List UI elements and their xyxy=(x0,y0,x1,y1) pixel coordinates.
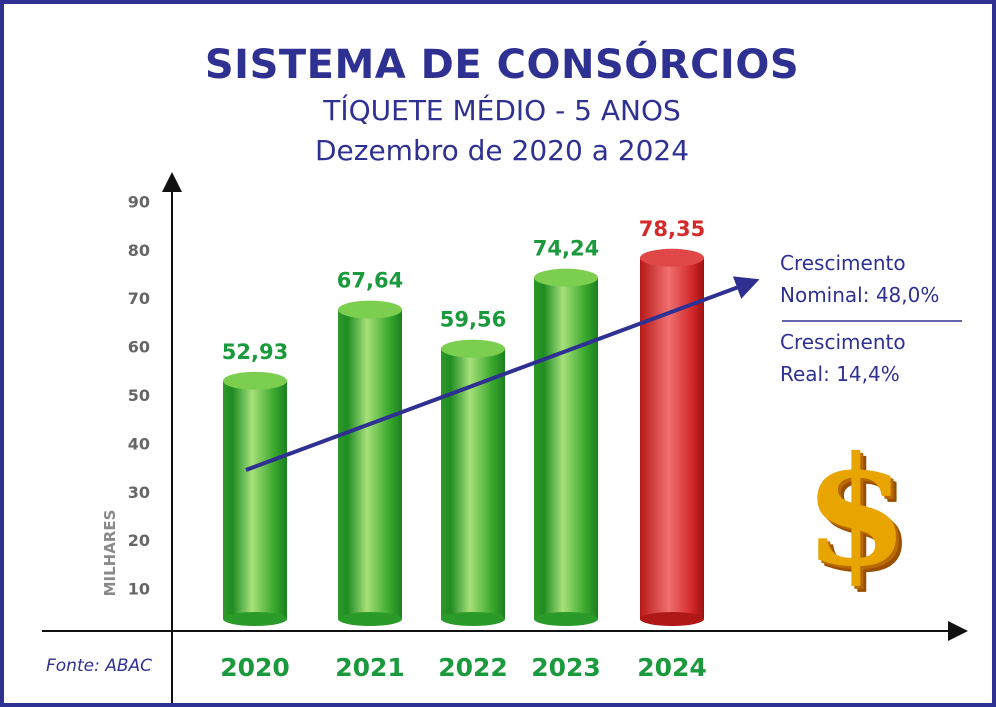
value-label: 52,93 xyxy=(222,340,288,364)
x-tick-label: 2020 xyxy=(220,653,290,682)
bar-bottom xyxy=(640,612,704,626)
y-tick-label: 80 xyxy=(128,241,150,260)
bar-bottom xyxy=(223,612,287,626)
nominal-growth-value: Nominal: 48,0% xyxy=(780,283,940,307)
x-tick-label: 2021 xyxy=(335,653,405,682)
source-note: Fonte: ABAC xyxy=(46,656,153,676)
bar-body xyxy=(534,277,598,619)
bar-bottom xyxy=(534,612,598,626)
real-growth-value: Real: 14,4% xyxy=(780,362,900,386)
bar-bottom xyxy=(441,612,505,626)
real-growth-label: Crescimento xyxy=(780,330,906,354)
y-tick-label: 90 xyxy=(128,192,150,211)
value-label: 67,64 xyxy=(337,269,403,293)
value-label: 78,35 xyxy=(639,217,705,241)
chart-title: SISTEMA DE CONSÓRCIOS xyxy=(204,42,800,88)
y-tick-label: 60 xyxy=(128,338,150,357)
chart-subtitle: TÍQUETE MÉDIO - 5 ANOS xyxy=(323,94,681,127)
y-tick-label: 50 xyxy=(128,386,150,405)
nominal-growth-note: Crescimento Nominal: 48,0% xyxy=(780,247,939,311)
real-growth-note: Crescimento Real: 14,4% xyxy=(780,326,906,390)
y-tick-label: 20 xyxy=(128,531,150,550)
bar-top xyxy=(223,371,287,390)
bar-bottom xyxy=(338,612,402,626)
y-tick-label: 10 xyxy=(128,580,150,599)
bar-top xyxy=(534,268,598,287)
chart-svg: 10 20 30 40 50 60 70 80 90 52,93 2020 67,64 2021 59,… xyxy=(42,172,968,703)
x-tick-label: 2022 xyxy=(438,653,508,682)
dollar-icon: $ xyxy=(804,424,909,600)
bar-body xyxy=(441,348,505,619)
bar-2020 xyxy=(223,371,287,626)
x-tick-label: 2023 xyxy=(531,653,601,682)
y-tick-label: 70 xyxy=(128,289,150,308)
y-axis-label: MILHARES xyxy=(101,509,119,597)
bar-body xyxy=(338,309,402,619)
nominal-growth-label: Crescimento xyxy=(780,251,906,275)
bar-2023 xyxy=(534,268,598,626)
bar-top xyxy=(441,339,505,358)
y-tick-label: 40 xyxy=(128,434,150,453)
value-label: 74,24 xyxy=(533,237,599,261)
x-tick-label: 2024 xyxy=(637,653,707,682)
bar-2022 xyxy=(441,339,505,626)
bar-top xyxy=(640,248,704,267)
y-tick-label: 30 xyxy=(128,483,150,502)
bar-top xyxy=(338,300,402,319)
bar-body xyxy=(223,380,287,619)
bar-2021 xyxy=(338,300,402,626)
chart-period: Dezembro de 2020 a 2024 xyxy=(314,134,690,167)
value-label: 59,56 xyxy=(440,308,506,332)
trend-arrow xyxy=(245,276,760,472)
